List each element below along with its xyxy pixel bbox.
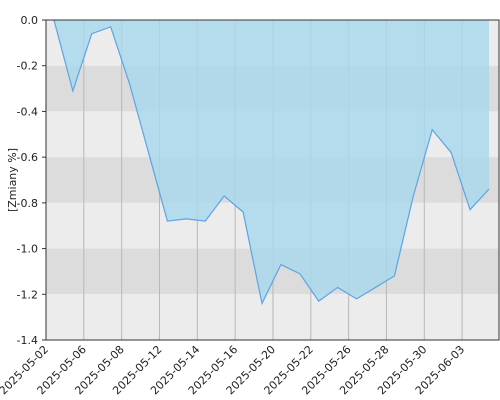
y-tick-label: -1.4 [17, 334, 38, 347]
area [53, 20, 489, 304]
y-tick-label: -0.6 [17, 151, 38, 164]
y-tick-label: -1.2 [17, 288, 38, 301]
y-tick-label: -0.4 [17, 105, 38, 118]
y-tick-label: -0.2 [17, 60, 38, 73]
y-tick-label: 0.0 [21, 14, 39, 27]
line [53, 19, 490, 306]
plot-frame [45, 19, 500, 341]
y-axis-label: [Zmiany %] [6, 148, 19, 212]
y-tick-label: -1.0 [17, 243, 38, 256]
y-tick-label: -0.8 [17, 197, 38, 210]
